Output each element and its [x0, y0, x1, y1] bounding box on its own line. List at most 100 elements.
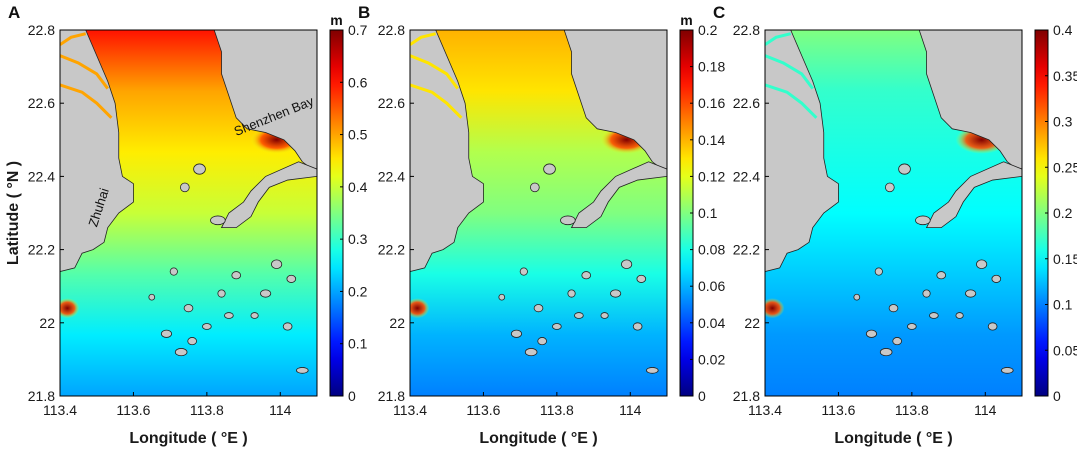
river-channel [60, 54, 109, 90]
axes-frame [59, 29, 318, 397]
colorbar: 0 0.02 0.04 0.06 0.08 0.1 0.12 0.14 0.16 0.18 0.2 m [679, 12, 725, 404]
island [282, 322, 293, 331]
island [853, 293, 861, 301]
river-channel [60, 83, 113, 119]
x-tick-label: 114 [619, 402, 642, 418]
colorbar-tick-label: 0.4 [348, 179, 368, 195]
y-tick-label: 22.6 [28, 95, 55, 111]
panel-c: 113.4 113.6 113.8 114 21.8 22 22.2 22.4 22.6 22.8… [713, 3, 1077, 447]
island [510, 329, 523, 338]
x-axis-title: Longitude ( °E ) [479, 430, 597, 447]
west-inlet-hotspot [60, 298, 80, 319]
island [533, 304, 544, 313]
colorbar-tick-label: 0.14 [698, 132, 725, 148]
island [885, 182, 895, 193]
island [286, 274, 297, 283]
colorbar-unit: m [680, 12, 692, 28]
panel-a: 113.4 113.6 113.8 114 21.8 22 22.2 22.4 22.6 22.8… [5, 3, 368, 447]
x-tick-label: 113.6 [116, 402, 150, 418]
colorbar-tick-label: 0.3 [348, 231, 368, 247]
river-channel [765, 83, 818, 119]
y-tick-label: 21.8 [733, 388, 760, 404]
island [260, 289, 272, 298]
panel-letter: A [8, 3, 20, 22]
shenzhen-land [563, 30, 667, 174]
island [955, 312, 964, 319]
y-tick-label: 22 [39, 315, 55, 331]
island [217, 289, 226, 298]
island [574, 312, 584, 319]
x-tick-label: 113.8 [895, 402, 929, 418]
river-channel [410, 32, 437, 46]
field-heatmap [410, 30, 667, 396]
island [148, 293, 156, 301]
y-tick-label: 21.8 [378, 388, 405, 404]
colorbar-tick-label: 0.05 [1053, 342, 1077, 358]
island [271, 259, 283, 270]
y-axis-title: Latitude ( °N ) [5, 161, 22, 265]
island [929, 312, 939, 319]
colorbar-tick-label: 0.35 [1053, 68, 1077, 84]
island [646, 367, 659, 374]
field-heatmap [765, 30, 1022, 396]
island [632, 322, 643, 331]
colorbar-tick-label: 0.18 [698, 59, 725, 75]
x-tick-label: 113.4 [748, 402, 782, 418]
colorbar-tick-label: 0.1 [1053, 297, 1073, 313]
y-tick-label: 22.8 [378, 22, 405, 38]
island [879, 348, 893, 357]
island [498, 293, 506, 301]
colorbar: 0 0.05 0.1 0.15 0.2 0.25 0.3 0.35 0.4 [1034, 22, 1077, 404]
colorbar-tick-label: 0.15 [1053, 251, 1077, 267]
y-tick-label: 22.2 [28, 242, 55, 258]
x-tick-label: 113.8 [190, 402, 224, 418]
colorbar-tick-label: 0.1 [348, 336, 368, 352]
island [907, 323, 917, 330]
island [183, 304, 194, 313]
island [600, 312, 609, 319]
colorbar-tick-label: 0.4 [1053, 22, 1073, 38]
panel-letter: B [358, 3, 370, 22]
shenzhen-land [213, 30, 317, 174]
x-axis-title: Longitude ( °E ) [834, 430, 952, 447]
panel-b: 113.4 113.6 113.8 114 21.8 22 22.2 22.4 22.6 22.8… [358, 3, 725, 447]
colorbar-tick-label: 0.2 [1053, 205, 1073, 221]
axes-frame [764, 29, 1023, 397]
colorbar-tick-label: 0 [698, 388, 706, 404]
shenzhen-land [918, 30, 1022, 174]
island [874, 267, 883, 276]
x-tick-label: 113.6 [466, 402, 500, 418]
x-tick-label: 113.8 [540, 402, 574, 418]
colorbar-tick-label: 0.25 [1053, 159, 1077, 175]
island [581, 271, 592, 280]
island [169, 267, 178, 276]
island [621, 259, 633, 270]
field-heatmap [60, 30, 317, 396]
colorbar-tick-label: 0.2 [698, 22, 718, 38]
river-channel [765, 54, 814, 90]
x-tick-label: 113.4 [393, 402, 427, 418]
colorbar-tick-label: 0.2 [348, 283, 368, 299]
y-tick-label: 22.4 [733, 168, 760, 184]
colorbar-scale [329, 29, 344, 397]
island [991, 274, 1002, 283]
colorbar-tick-label: 0.12 [698, 168, 725, 184]
island [636, 274, 647, 283]
island [976, 259, 988, 270]
river-channel [410, 54, 459, 90]
island [524, 348, 538, 357]
y-tick-label: 22.6 [733, 95, 760, 111]
west-inlet-hotspot [410, 298, 430, 319]
x-tick-label: 114 [269, 402, 292, 418]
colorbar-tick-label: 0.04 [698, 315, 725, 331]
y-tick-label: 22.4 [378, 168, 405, 184]
island [987, 322, 998, 331]
island [543, 163, 556, 175]
y-tick-label: 22.8 [28, 22, 55, 38]
island [180, 182, 190, 193]
y-tick-label: 22.2 [378, 242, 405, 258]
island [296, 367, 309, 374]
island [250, 312, 259, 319]
y-tick-label: 22.2 [733, 242, 760, 258]
river-channel [410, 83, 463, 119]
